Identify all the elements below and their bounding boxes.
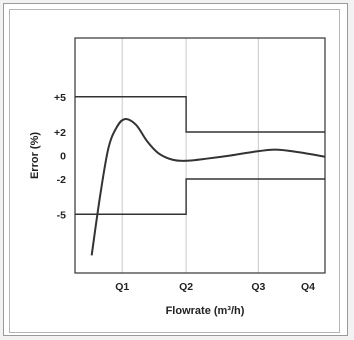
figure-inner-frame: [9, 9, 340, 333]
lower-tolerance-limit: [75, 178, 325, 215]
y-axis-label: Error (%): [29, 132, 41, 179]
y-tick-labels: +5 +2 0 -2 -5: [54, 92, 66, 222]
x-tick-label: Q3: [251, 281, 265, 293]
x-tick-labels: Q1 Q2 Q3 Q4: [115, 281, 315, 293]
x-tick-label: Q1: [115, 281, 129, 293]
grid-lines: [121, 38, 259, 273]
x-axis-label: Flowrate (m³/h): [166, 305, 245, 317]
series-lines: [75, 96, 326, 256]
y-tick-label: +5: [54, 92, 66, 104]
y-tick-label: +2: [54, 127, 66, 139]
upper-tolerance-limit: [75, 96, 325, 133]
y-tick-label: -2: [57, 174, 66, 186]
y-tick-label: -5: [57, 209, 66, 221]
plot-area-border: [74, 37, 326, 274]
x-axis-label-text: Flowrate (m³/h): [166, 305, 245, 317]
y-tick-label: 0: [60, 151, 66, 163]
x-tick-label: Q4: [301, 281, 315, 293]
error-curve: [90, 118, 326, 256]
x-tick-label: Q2: [179, 281, 193, 293]
